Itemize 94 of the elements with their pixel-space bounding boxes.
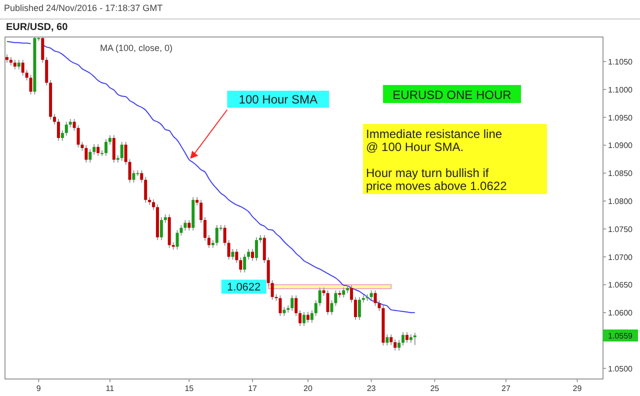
candlestick <box>144 176 148 204</box>
x-tick-label: 20 <box>304 384 313 393</box>
candlestick <box>227 240 230 260</box>
candlestick <box>84 144 88 164</box>
candlestick <box>243 254 246 273</box>
candlestick <box>247 248 250 260</box>
candlestick <box>251 248 254 262</box>
y-tick-label: 1.0650 <box>608 280 634 290</box>
annotation: EURUSD ONE HOUR <box>392 88 512 102</box>
candlestick <box>239 256 242 273</box>
candlestick <box>326 290 330 316</box>
chart-title: EUR/USD, 60 <box>6 22 68 33</box>
candlestick <box>104 138 108 156</box>
candlestick <box>334 290 338 306</box>
candlestick <box>203 216 206 242</box>
candlestick <box>223 224 226 246</box>
candlestick <box>330 300 334 316</box>
x-tick-label: 11 <box>106 384 115 393</box>
candlestick <box>266 256 270 286</box>
y-tick-label: 1.1000 <box>608 85 634 94</box>
candlestick <box>402 332 405 346</box>
x-tick-label: 17 <box>248 384 258 393</box>
candlestick <box>298 310 302 326</box>
x-tick-label: 9 <box>36 384 42 393</box>
y-tick-label: 1.0800 <box>608 197 634 206</box>
candlestick <box>405 332 408 344</box>
x-tick-label: 27 <box>502 384 511 393</box>
annotation: 100 Hour SMA <box>238 92 318 107</box>
candlestick <box>310 310 314 324</box>
candlestick <box>207 234 210 248</box>
candlestick <box>21 59 24 76</box>
x-tick-label: 25 <box>430 384 440 393</box>
candlestick <box>278 294 282 316</box>
candlestick <box>108 134 112 146</box>
candlestick <box>262 234 266 264</box>
candlestick <box>88 148 92 164</box>
x-tick-label: 15 <box>184 384 194 393</box>
candlestick <box>231 248 234 260</box>
band-label: 1.0622 <box>227 282 261 294</box>
candlestick <box>413 332 416 346</box>
candlestick <box>188 219 191 232</box>
candlestick <box>394 338 397 352</box>
candlestick <box>306 312 310 324</box>
candlestick <box>294 294 298 316</box>
candlestick <box>235 248 238 264</box>
y-tick-label: 1.0850 <box>608 169 634 178</box>
candlestick <box>53 113 56 126</box>
candlestick <box>386 334 389 346</box>
candlestick <box>120 141 124 162</box>
candlestick <box>318 287 322 306</box>
candlestick <box>112 134 116 164</box>
x-tick-label: 23 <box>366 384 376 393</box>
y-tick-label: 1.1050 <box>608 58 634 67</box>
candlestick <box>29 74 32 95</box>
candlestick <box>152 198 156 210</box>
candlestick <box>92 144 96 156</box>
candlestick <box>254 236 258 262</box>
candlestick <box>350 284 354 304</box>
candlestick <box>370 290 373 300</box>
text: MA (100, close, 0) <box>100 43 173 53</box>
candlestick <box>64 121 68 136</box>
candlestick <box>60 130 64 142</box>
candlestick <box>96 144 100 156</box>
y-tick-label: 1.0700 <box>608 252 634 262</box>
candlestick <box>140 170 144 184</box>
candlestick <box>390 334 393 346</box>
y-tick-label: 1.0500 <box>608 364 634 374</box>
y-tick-label: 1.0750 <box>608 224 634 234</box>
candlestick <box>215 224 218 246</box>
candlestick <box>184 219 187 232</box>
candlestick <box>290 294 294 312</box>
y-tick-label: 1.0600 <box>608 308 634 318</box>
candlestick <box>72 118 76 132</box>
candlestick <box>302 312 306 326</box>
candlestick <box>17 59 20 70</box>
candlestick <box>160 216 163 241</box>
candlestick <box>200 199 203 224</box>
text: 1.0559 <box>608 331 634 340</box>
y-tick-label: 1.0900 <box>608 141 634 150</box>
annotation: Immediate resistance line @ 100 Hour SMA. Hour may turn bullish if price moves above 1.0622 <box>366 127 508 193</box>
x-tick-label: 29 <box>572 384 582 393</box>
candlestick <box>398 339 401 352</box>
candlestick <box>76 124 80 148</box>
candlestick <box>270 280 274 300</box>
candlestick <box>314 300 318 316</box>
candlestick <box>342 287 346 298</box>
candlestick <box>56 118 60 142</box>
candlestick <box>354 296 357 320</box>
candlestick <box>45 56 48 86</box>
candlestick <box>13 59 16 70</box>
candlestick <box>358 296 361 320</box>
chart-subtitle: Published 24/Nov/2016 - 17:18:37 GMT <box>4 3 164 13</box>
y-tick-label: 1.0950 <box>608 113 634 122</box>
candlestick <box>132 170 136 184</box>
